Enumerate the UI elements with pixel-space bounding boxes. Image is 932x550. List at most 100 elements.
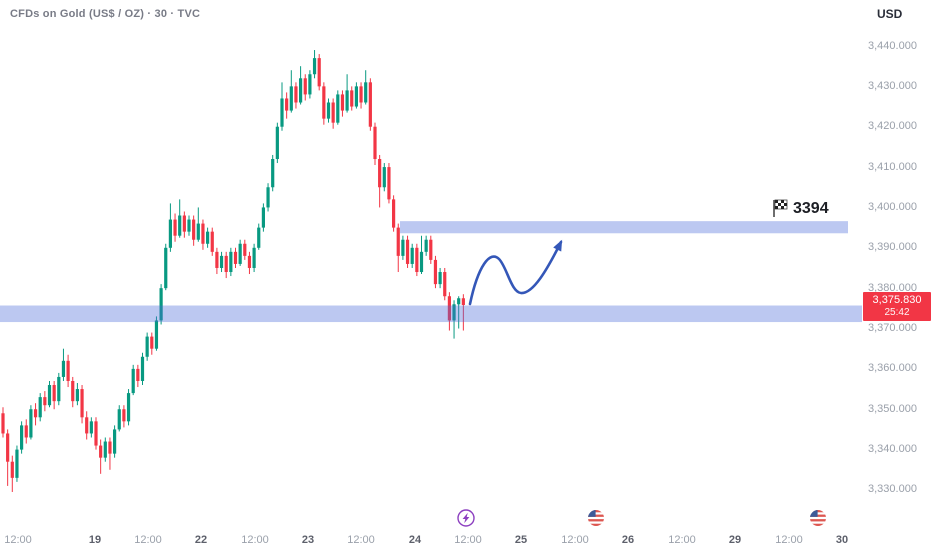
candle [252,243,256,273]
price-axis-label: 3,380.000 [868,281,917,294]
candle [359,82,363,109]
candle [94,417,98,450]
time-axis-label: 12:00 [668,534,696,546]
candle [243,239,247,260]
candle [257,223,261,250]
candle [415,243,419,277]
candle [89,417,93,438]
candle [433,255,438,289]
candle [219,251,224,273]
candle [20,421,24,454]
price-axis-label: 3,410.000 [868,160,917,173]
candlestick-series [1,50,465,492]
time-axis-label: 12:00 [134,534,162,546]
time-axis-label: 25 [514,534,528,546]
candle [224,251,228,279]
price-axis-label: 3,420.000 [868,120,917,133]
us-flag-icon[interactable] [588,510,604,526]
candle [154,316,159,351]
candle [43,391,47,412]
candle [308,70,312,99]
candle [461,294,465,331]
candle [331,98,335,129]
candle [261,203,265,232]
candle [117,405,121,432]
candle [419,235,424,275]
candle [350,86,354,111]
candle [382,163,386,192]
candle [303,74,307,101]
candle [99,439,103,474]
symbol-legend[interactable]: CFDs on Gold (US$ / OZ) · 30 · TVC [10,8,201,20]
candle [80,385,84,424]
candle [168,203,172,252]
candle [294,82,298,109]
time-axis-label: 12:00 [347,534,375,546]
supply-zone-upper[interactable] [400,221,848,234]
candle [164,243,168,291]
candle [215,247,219,275]
candle [15,445,19,482]
candle [201,219,205,250]
candle [196,207,200,242]
candle [447,292,451,331]
candle [229,247,233,277]
candle [33,403,38,426]
candle [340,90,345,117]
currency-label[interactable]: USD [877,7,903,21]
candle [182,211,186,238]
candle [85,411,89,440]
candle [131,364,135,396]
projection-arrow[interactable] [468,239,563,306]
candle [392,195,396,232]
candle [173,213,177,242]
price-axis-label: 3,370.000 [868,322,917,335]
candle [1,407,5,438]
bar-countdown: 25:42 [884,306,910,318]
candle [159,284,163,325]
candle [206,227,210,248]
candle [6,429,10,486]
candle [322,82,326,125]
price-axis-label: 3,340.000 [868,443,917,456]
candle [57,372,61,406]
price-axis-label: 3,390.000 [868,241,917,254]
candle [378,154,382,208]
candle [443,267,447,301]
candle [429,235,433,264]
last-price-label: 3,375.830 25:42 [863,291,931,322]
candle [145,332,149,361]
price-axis-label: 3,330.000 [868,483,917,496]
price-target-annotation[interactable]: 3394 [772,199,829,218]
us-flag-icon[interactable] [810,510,826,526]
time-axis-label: 19 [88,534,102,546]
candle [24,419,28,444]
candle [126,389,131,426]
time-axis-label: 12:00 [775,534,803,546]
price-axis-label: 3,360.000 [868,362,917,375]
candle [299,66,303,105]
candle [10,455,14,492]
candle [410,243,414,268]
price-axis-label: 3,400.000 [868,200,917,213]
candle [438,267,442,289]
candle [271,154,275,192]
candle [103,437,107,462]
candle [178,199,182,238]
candle [401,235,405,260]
candle [122,405,126,428]
candle [424,235,428,256]
demand-zone-lower[interactable] [0,305,862,323]
candle [47,380,52,408]
candle [354,82,358,109]
candle [108,437,112,470]
candle [75,383,79,406]
candle [136,364,140,388]
lightning-icon[interactable] [457,509,475,527]
candle [345,74,349,113]
candle [317,54,321,91]
last-price-value: 3,375.830 [872,293,922,306]
